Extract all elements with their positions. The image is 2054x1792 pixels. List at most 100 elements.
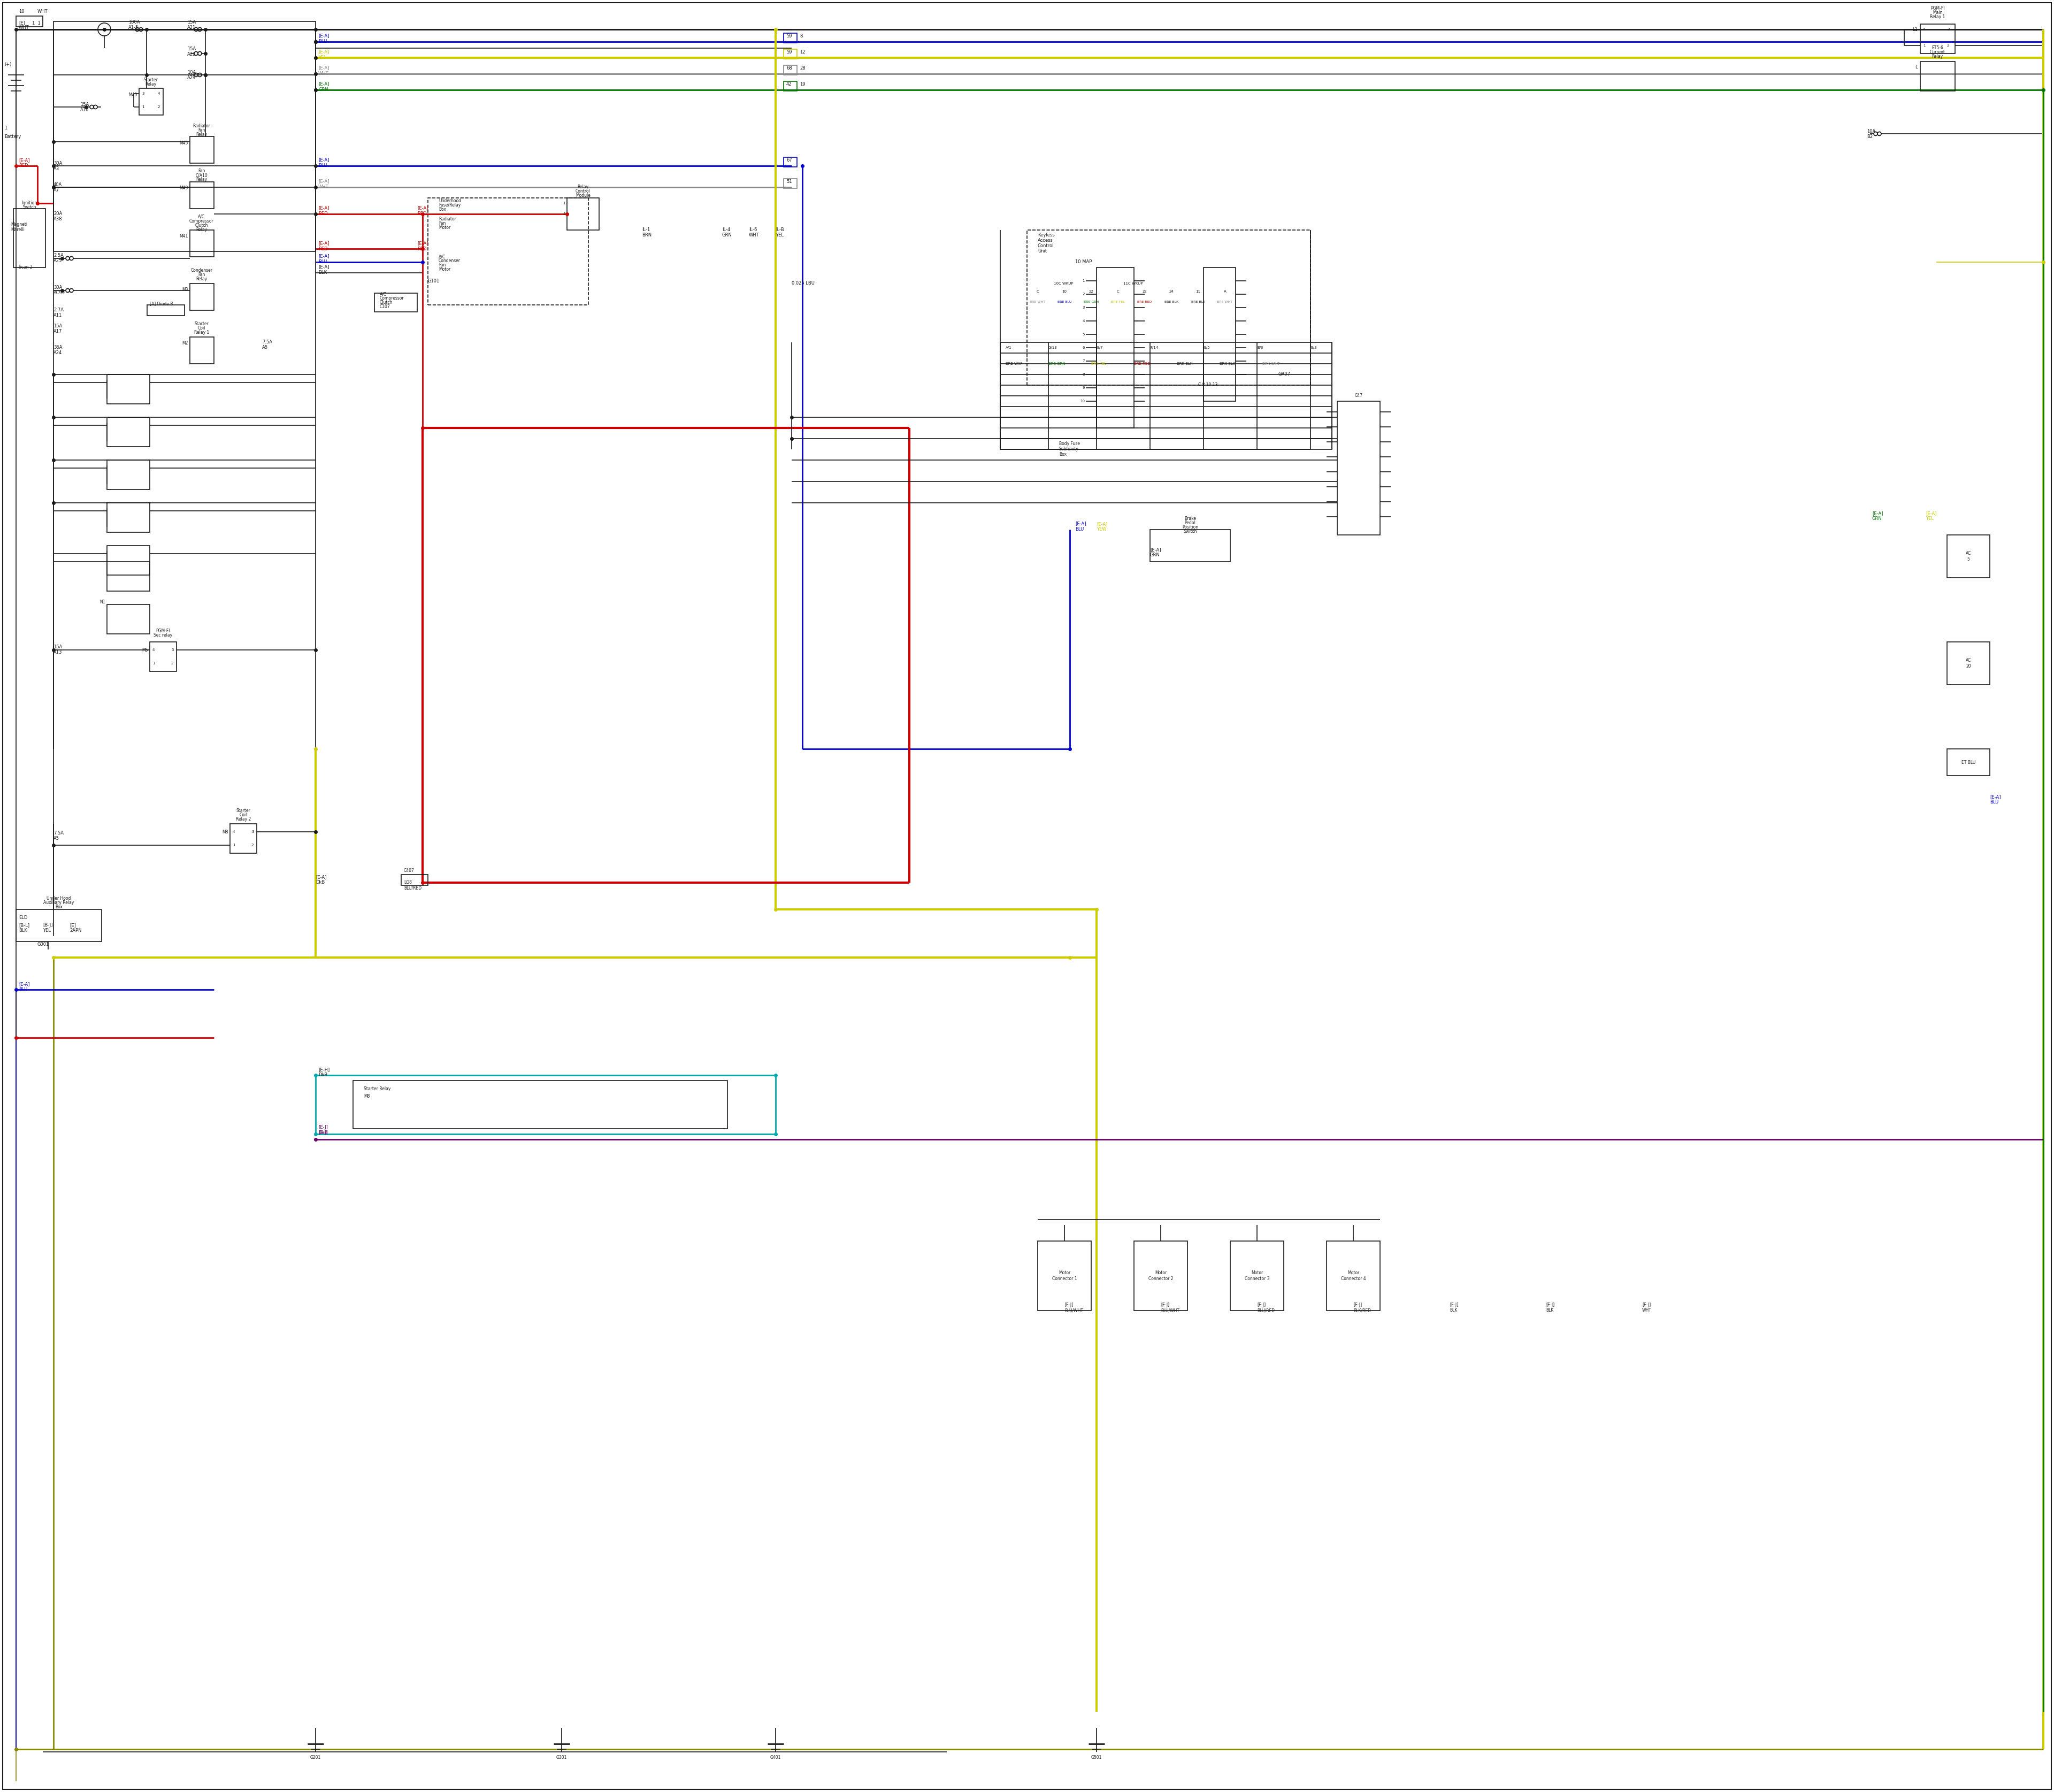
Bar — [1230, 1242, 1284, 1310]
Text: 10A: 10A — [187, 70, 195, 75]
Text: [E-J]: [E-J] — [1450, 1303, 1458, 1308]
Text: 4: 4 — [152, 649, 154, 652]
Text: L1: L1 — [1912, 27, 1918, 32]
Text: Module: Module — [575, 194, 589, 199]
Text: 3: 3 — [170, 649, 175, 652]
Text: BLU: BLU — [1074, 527, 1085, 532]
Text: [E-A]: [E-A] — [1150, 548, 1161, 552]
Text: Box: Box — [55, 905, 62, 910]
Bar — [107, 604, 150, 634]
Text: Sec relay: Sec relay — [154, 633, 173, 638]
Text: Fan: Fan — [197, 127, 205, 133]
Text: PGM-FI: PGM-FI — [156, 629, 170, 634]
Bar — [401, 874, 427, 885]
Text: A17: A17 — [53, 330, 62, 333]
Text: 1: 1 — [142, 106, 144, 109]
Text: C: C — [1037, 290, 1039, 294]
Bar — [1134, 1242, 1187, 1310]
Text: [E-A]: [E-A] — [318, 34, 329, 38]
Text: Pedal: Pedal — [1185, 521, 1195, 525]
Text: Auxiliary Relay: Auxiliary Relay — [43, 901, 74, 905]
Text: 2APN: 2APN — [70, 928, 82, 934]
Text: 4: 4 — [1923, 29, 1925, 30]
Text: M8: M8 — [222, 830, 228, 835]
Text: F/14: F/14 — [1150, 346, 1158, 349]
Bar — [1947, 749, 1990, 776]
Text: BLU: BLU — [318, 39, 327, 43]
Text: Fan: Fan — [197, 272, 205, 276]
Bar — [1150, 530, 1230, 561]
Text: 22: 22 — [1142, 290, 1146, 294]
Text: ELD: ELD — [18, 916, 27, 919]
Text: 1  1: 1 1 — [33, 20, 41, 25]
Text: WHT: WHT — [37, 9, 47, 14]
Text: [E-A]: [E-A] — [1097, 521, 1107, 527]
Text: [E-A]: [E-A] — [318, 50, 329, 54]
Text: A5: A5 — [263, 346, 267, 349]
Text: M45: M45 — [179, 140, 189, 145]
Text: Unit: Unit — [1037, 249, 1048, 254]
Text: BRE GRN: BRE GRN — [1048, 362, 1066, 366]
Text: Compressor: Compressor — [189, 219, 214, 224]
Text: Relay: Relay — [195, 276, 207, 281]
Text: [E-A]: [E-A] — [1927, 511, 1937, 516]
Text: BRE BLK: BRE BLK — [1191, 301, 1206, 303]
Text: A/C: A/C — [380, 292, 386, 297]
Text: 67: 67 — [787, 158, 793, 163]
Text: L: L — [1914, 65, 1918, 70]
Bar — [230, 824, 257, 853]
Text: 2: 2 — [1947, 43, 1949, 47]
Text: 10 MAP: 10 MAP — [1074, 260, 1093, 265]
Text: Starter: Starter — [236, 808, 251, 814]
Bar — [107, 545, 150, 575]
Text: 4: 4 — [563, 213, 565, 215]
Text: Battery: Battery — [4, 134, 21, 138]
Text: 36A: 36A — [53, 346, 62, 349]
Text: 2: 2 — [1082, 292, 1085, 296]
Text: Relay: Relay — [1931, 54, 1943, 59]
Text: [E-A]: [E-A] — [318, 179, 329, 185]
Bar — [1204, 267, 1237, 401]
Text: [E-A]: [E-A] — [417, 206, 427, 210]
Text: A5: A5 — [53, 837, 60, 840]
Bar — [16, 16, 43, 27]
Text: YEL: YEL — [318, 56, 327, 59]
Text: YEL: YEL — [43, 928, 51, 934]
Text: Keyless: Keyless — [1037, 233, 1054, 238]
Text: 5: 5 — [1082, 333, 1085, 335]
Text: B/3: B/3 — [1310, 346, 1317, 349]
Bar — [785, 34, 797, 43]
Text: [E]: [E] — [18, 20, 25, 25]
Text: Control: Control — [1037, 244, 1054, 249]
Text: YEL: YEL — [1927, 516, 1933, 521]
Text: 15A: 15A — [187, 20, 195, 25]
Text: 0.025 LBU: 0.025 LBU — [791, 281, 815, 287]
Text: G001: G001 — [37, 943, 49, 946]
Text: BLU: BLU — [18, 987, 27, 993]
Text: A29: A29 — [187, 75, 195, 81]
Text: AC99: AC99 — [53, 290, 66, 296]
Text: IL-4: IL-4 — [723, 228, 731, 233]
Text: WHT: WHT — [318, 185, 329, 190]
Text: (+): (+) — [4, 61, 12, 66]
Text: Body Fuse: Body Fuse — [1060, 441, 1080, 446]
Text: BRE YEL: BRE YEL — [1091, 362, 1107, 366]
Text: 3: 3 — [251, 830, 255, 833]
Text: M5: M5 — [142, 647, 148, 652]
Bar — [107, 375, 150, 403]
Bar — [785, 81, 797, 91]
Text: Coil: Coil — [240, 812, 246, 817]
Text: BLU: BLU — [318, 260, 327, 263]
Text: Access: Access — [1037, 238, 1054, 244]
Text: 2: 2 — [170, 661, 173, 665]
Text: RED: RED — [318, 246, 329, 251]
Text: [E-A]: [E-A] — [318, 265, 329, 269]
Bar — [107, 561, 150, 591]
Text: Marelli: Marelli — [10, 228, 25, 233]
Text: Coil: Coil — [197, 326, 205, 330]
Text: WHT: WHT — [318, 72, 329, 75]
Text: C 8 10 13: C 8 10 13 — [1197, 383, 1218, 387]
Text: Relay: Relay — [146, 82, 156, 88]
Text: 3: 3 — [1947, 29, 1949, 30]
Text: WHT: WHT — [750, 233, 760, 238]
